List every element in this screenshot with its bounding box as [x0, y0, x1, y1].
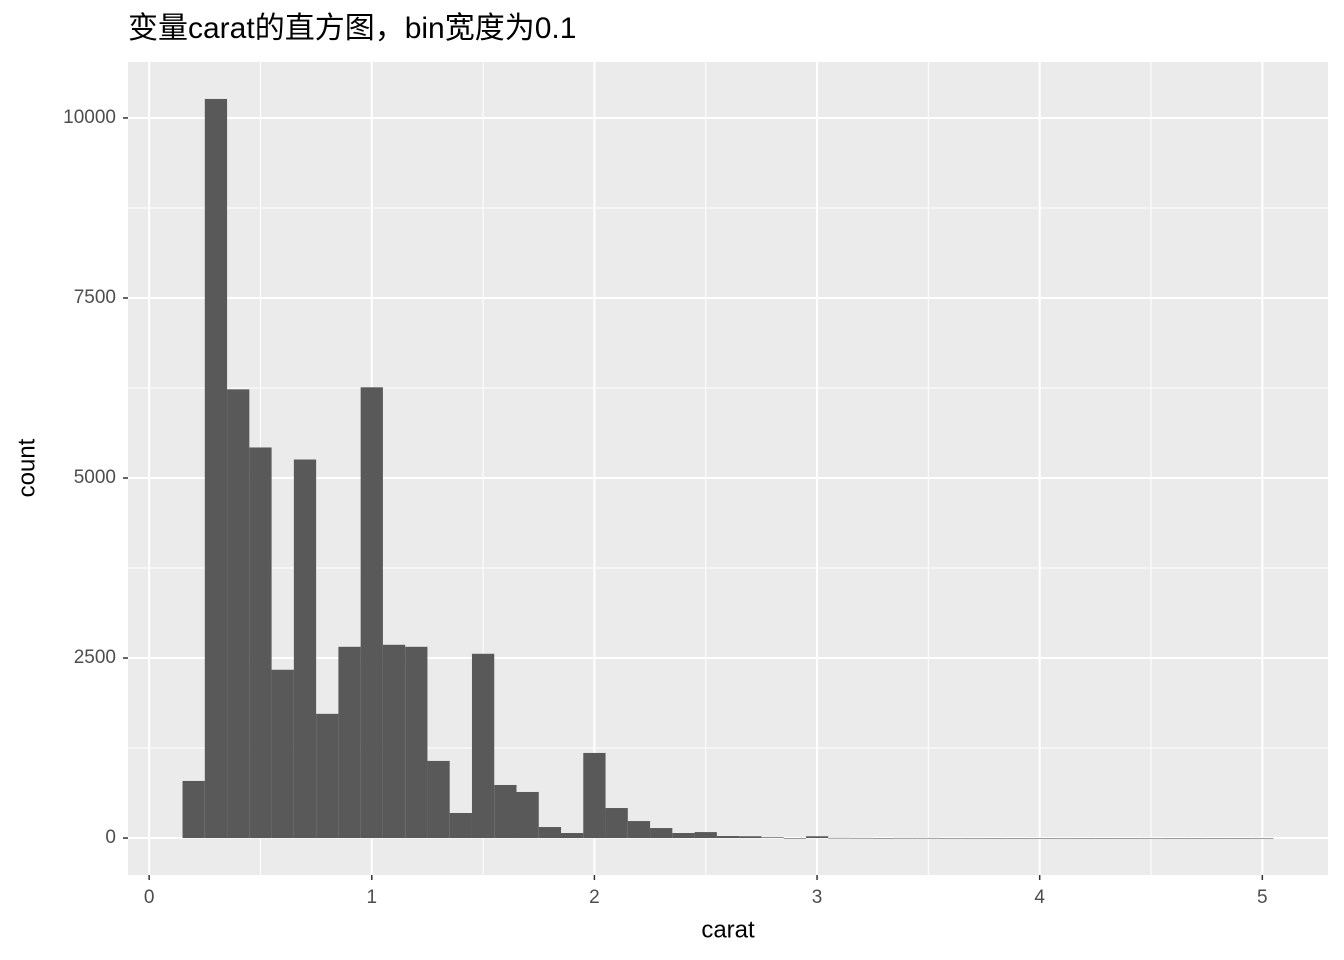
bar — [961, 837, 985, 839]
bar — [672, 833, 695, 839]
bar — [894, 837, 918, 839]
bar — [694, 832, 717, 839]
bar — [360, 387, 383, 839]
bar — [449, 812, 472, 839]
bar — [561, 833, 584, 839]
y-tick-label: 10000 — [63, 107, 116, 128]
bar — [227, 389, 250, 839]
bar — [1139, 837, 1163, 839]
y-axis-title: count — [13, 438, 40, 497]
bar — [1184, 838, 1207, 839]
y-tick-label: 2500 — [74, 647, 116, 668]
y-tick-label: 0 — [105, 827, 116, 848]
bar — [338, 646, 361, 839]
bar — [761, 837, 784, 839]
x-tick-label: 1 — [366, 887, 377, 908]
x-axis-title: carat — [701, 916, 755, 943]
bar — [427, 760, 450, 839]
bar — [494, 784, 517, 839]
bar — [716, 836, 740, 839]
bar — [316, 713, 339, 839]
bar — [939, 837, 962, 839]
bar — [538, 827, 562, 839]
bar — [650, 828, 673, 839]
bar — [850, 837, 873, 839]
bar — [1006, 838, 1029, 839]
y-tick-label: 5000 — [74, 467, 116, 488]
bar — [1073, 838, 1096, 839]
bar — [872, 838, 895, 839]
x-tick-label: 3 — [812, 887, 823, 908]
bar — [627, 821, 651, 839]
x-tick-label: 4 — [1034, 887, 1045, 908]
bar — [405, 646, 428, 839]
bar — [783, 838, 806, 839]
x-tick-label: 2 — [589, 887, 600, 908]
bar — [182, 780, 205, 839]
bar — [1206, 838, 1229, 839]
bar — [204, 98, 228, 839]
bar — [984, 838, 1007, 839]
bar — [1117, 838, 1140, 839]
y-tick-label: 7500 — [74, 287, 116, 308]
x-tick-label: 0 — [144, 887, 155, 908]
bar — [805, 836, 829, 839]
x-tick-label: 5 — [1257, 887, 1268, 908]
bar — [293, 459, 317, 839]
bar — [382, 644, 406, 839]
bar — [917, 837, 940, 839]
bar — [249, 447, 272, 839]
bar — [828, 837, 851, 839]
bar — [1028, 837, 1051, 839]
bar — [1095, 838, 1118, 839]
bar — [1228, 838, 1252, 839]
bar — [605, 808, 628, 839]
bar — [1050, 837, 1074, 839]
bar — [583, 752, 606, 839]
bar — [1251, 837, 1274, 839]
bar — [516, 791, 539, 839]
bar — [739, 836, 762, 839]
bar — [1162, 838, 1185, 839]
bar — [271, 669, 294, 839]
bar — [471, 653, 495, 839]
chart-title: 变量carat的直方图，bin宽度为0.1 — [128, 12, 576, 45]
